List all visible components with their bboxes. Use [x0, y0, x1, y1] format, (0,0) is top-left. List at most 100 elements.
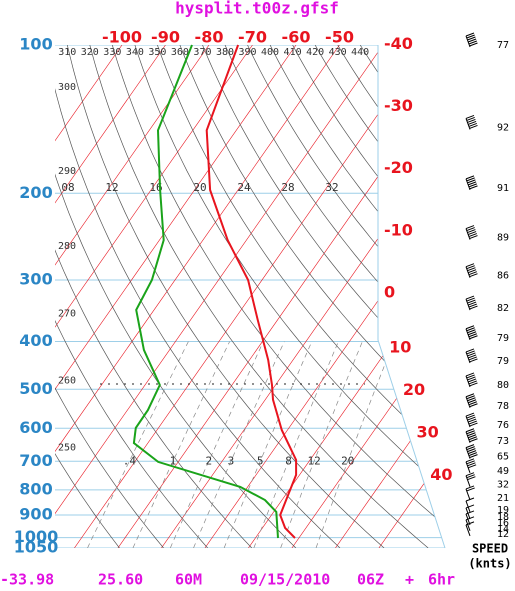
pressure-label: 400 [19, 331, 52, 350]
isentrope-label: 410 [284, 47, 302, 58]
isotherm [55, 45, 123, 548]
barb-feather [467, 181, 477, 186]
barb-feather [467, 397, 476, 402]
pressure-label: 100 [19, 35, 52, 54]
barb-feather [469, 273, 478, 278]
isentrope-label: 400 [261, 47, 279, 58]
barb-feather [467, 462, 476, 467]
mixing-ratio-label: 20 [341, 454, 354, 467]
pressure-label: 200 [19, 183, 52, 202]
wind-speed: 76 [497, 420, 509, 431]
barb-feather [467, 476, 476, 481]
barb-feather [466, 446, 475, 451]
upper-label: 32 [325, 181, 338, 194]
footer-field: -33.98 [0, 571, 54, 589]
isentrope-label: 310 [58, 47, 76, 58]
wind-speed: 18 [497, 512, 509, 523]
isentrope-label: 350 [148, 47, 166, 58]
wind-speed: 86 [497, 271, 509, 282]
isentrope [157, 45, 445, 548]
mixing-ratio-line [169, 341, 264, 548]
barb-feather [465, 372, 475, 377]
isentrope [111, 45, 445, 548]
isentrope-label: 330 [103, 47, 121, 58]
barb-feather [466, 350, 475, 355]
wind-barb [465, 524, 471, 537]
barb-feather [467, 378, 477, 383]
wind-speed: 82 [497, 303, 509, 314]
barb-feather [465, 504, 475, 509]
isentrope-label: 270 [58, 308, 76, 319]
barb-feather [469, 454, 478, 459]
wind-speed: 65 [497, 452, 509, 463]
isotherm-label: -40 [384, 34, 413, 53]
barb-feather [466, 395, 475, 400]
isentrope [55, 45, 341, 548]
barb-feather [465, 32, 475, 37]
barb-feather [466, 474, 475, 479]
isotherm [291, 45, 445, 548]
mixing-ratio-line [87, 341, 189, 548]
barb-feather [467, 38, 477, 43]
isentrope-label: 430 [329, 47, 347, 58]
isotherm [55, 45, 253, 548]
wind-speed: 14 [497, 524, 509, 535]
wind-speed: 49 [497, 466, 509, 477]
mixing-ratio-line [132, 341, 230, 548]
barb-feather [468, 271, 477, 276]
isotherm-label: 0 [384, 283, 395, 302]
wind-speed: 73 [497, 436, 509, 447]
upper-label: 20 [193, 181, 206, 194]
pressure-label: 700 [19, 451, 52, 470]
barb-feather [467, 434, 477, 439]
barb-feather [467, 301, 477, 306]
barb-feather [465, 225, 475, 230]
barb-feather [466, 34, 475, 39]
barb-feather [467, 331, 477, 336]
pressure-label: 800 [19, 479, 52, 498]
barb-feather [466, 297, 475, 302]
upper-label: 28 [281, 181, 294, 194]
mixing-ratio-label: 3 [228, 454, 235, 467]
isentrope [179, 45, 445, 548]
isentrope [66, 45, 385, 548]
barb-feather [467, 36, 476, 41]
mixing-ratio-line [253, 341, 339, 548]
pressure-label: 1000 [14, 527, 59, 546]
mixing-ratio-label: 2 [205, 454, 212, 467]
isentrope-label: 360 [171, 47, 189, 58]
isotherm-label: -50 [325, 28, 354, 47]
barb-feather [467, 448, 476, 453]
isotherm-label: -100 [102, 28, 142, 47]
barb-feather [468, 122, 477, 127]
barb-feather [465, 428, 475, 433]
wind-speed: 79 [497, 333, 509, 344]
isentrope [292, 45, 445, 548]
barb-feather [466, 227, 475, 232]
barb-feather [468, 401, 477, 406]
barb-feather [467, 267, 476, 272]
barb-feather [467, 418, 477, 423]
isentrope-label: 370 [193, 47, 211, 58]
isotherm-label: 40 [430, 465, 452, 484]
barb-feather [467, 120, 477, 125]
wind-speed: 19 [497, 505, 509, 516]
wind-speed: 79 [497, 356, 509, 367]
footer-field: 09/15/2010 [240, 571, 330, 589]
wind-speed: 12 [497, 529, 509, 540]
barb-feather [469, 438, 478, 443]
mixing-ratio-label: 5 [257, 454, 264, 467]
barb-feather [468, 380, 477, 385]
isentrope-label: 280 [58, 241, 76, 252]
barb-feather [466, 177, 475, 182]
isentrope [134, 45, 445, 548]
wind-barb [465, 519, 471, 532]
barb-feather [469, 358, 478, 363]
barb-feather [467, 354, 477, 359]
pressure-label: 1050 [14, 538, 59, 557]
barb-feather [467, 329, 476, 334]
pressure-label: 500 [19, 379, 52, 398]
barb-feather [466, 116, 475, 121]
